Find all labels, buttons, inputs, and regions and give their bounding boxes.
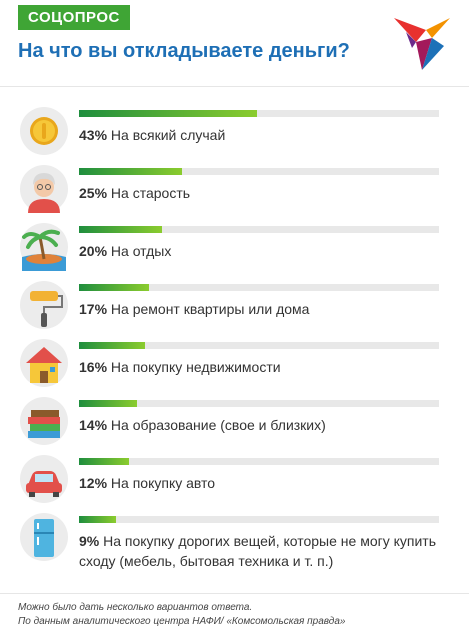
bar-label: 17% На ремонт квартиры или дома: [79, 299, 454, 319]
chart-row: 9% На покупку дорогих вещей, которые не …: [0, 511, 469, 569]
car-icon: [20, 455, 68, 503]
category-label: На ремонт квартиры или дома: [107, 301, 310, 317]
bar-track: [79, 284, 439, 291]
category-label: На всякий случай: [107, 127, 226, 143]
data-label: 9%: [79, 533, 100, 549]
bar-label: 20% На отдых: [79, 241, 454, 261]
chart-row: 14% На образование (свое и близких): [0, 395, 469, 449]
chart-row: 12% На покупку авто: [0, 453, 469, 507]
bar-track: [79, 458, 439, 465]
chart-row: 16% На покупку недвижимости: [0, 337, 469, 391]
bar-label: 9% На покупку дорогих вещей, которые не …: [79, 531, 454, 571]
chart-row: 25% На старость: [0, 163, 469, 217]
paint-roller-icon: [20, 281, 68, 329]
chart-title: На что вы откладываете деньги?: [18, 40, 350, 62]
books-icon: [20, 397, 68, 445]
bar: [79, 110, 257, 117]
section-badge: СОЦОПРОС: [18, 5, 130, 30]
bar: [79, 516, 117, 523]
bar-track: [79, 516, 439, 523]
category-label: На покупку авто: [107, 475, 216, 491]
coin-icon: [20, 107, 68, 155]
header-divider: [0, 86, 469, 87]
category-label: На покупку дорогих вещей, которые не мог…: [79, 533, 436, 569]
swallow-bird-logo-icon: [394, 18, 450, 70]
data-label: 17%: [79, 301, 108, 317]
category-label: На покупку недвижимости: [107, 359, 281, 375]
bar-label: 12% На покупку авто: [79, 473, 454, 493]
data-label: 20%: [79, 243, 108, 259]
grandmother-icon: [20, 165, 68, 213]
category-label: На образование (свое и близких): [107, 417, 326, 433]
data-label: 25%: [79, 185, 108, 201]
data-label: 14%: [79, 417, 108, 433]
source-note: По данным аналитического центра НАФИ/ «К…: [18, 616, 346, 627]
bar-track: [79, 400, 439, 407]
bar-label: 43% На всякий случай: [79, 125, 454, 145]
bar-track: [79, 110, 439, 117]
bar: [79, 400, 137, 407]
bar-track: [79, 342, 439, 349]
bar-label: 14% На образование (свое и близких): [79, 415, 454, 435]
footer-divider: [0, 593, 469, 594]
category-label: На старость: [107, 185, 191, 201]
data-label: 16%: [79, 359, 108, 375]
chart-row: 17% На ремонт квартиры или дома: [0, 279, 469, 333]
data-label: 12%: [79, 475, 108, 491]
data-label: 43%: [79, 127, 108, 143]
bar-track: [79, 226, 439, 233]
bar: [79, 458, 129, 465]
bar: [79, 342, 146, 349]
house-icon: [20, 339, 68, 387]
bar: [79, 226, 162, 233]
bar: [79, 168, 183, 175]
bar-label: 16% На покупку недвижимости: [79, 357, 454, 377]
bar-track: [79, 168, 439, 175]
refrigerator-icon: [20, 513, 68, 561]
footnote: Можно было дать несколько вариантов отве…: [18, 602, 253, 613]
chart-row: 43% На всякий случай: [0, 105, 469, 159]
chart-row: 20% На отдых: [0, 221, 469, 275]
palm-beach-icon: [20, 223, 68, 271]
bar-label: 25% На старость: [79, 183, 454, 203]
bar: [79, 284, 150, 291]
category-label: На отдых: [107, 243, 172, 259]
